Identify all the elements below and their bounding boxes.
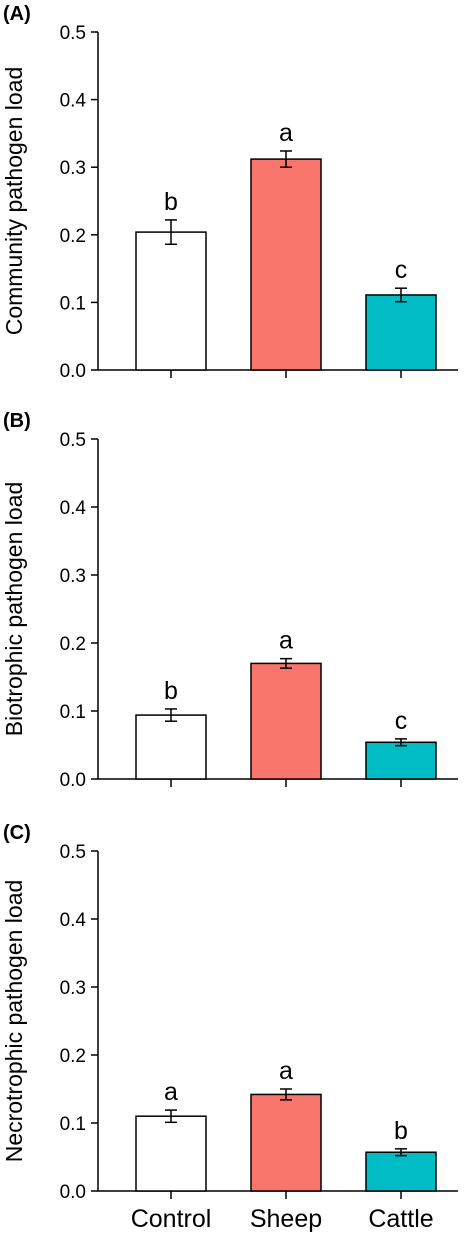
bar-control [135,231,207,371]
significance-letter: a [279,1057,293,1085]
bar-cattle [365,294,437,371]
y-tick-label: 0.4 [60,910,87,931]
significance-letter: a [279,119,293,147]
significance-letter: c [395,707,408,735]
significance-letter: b [164,677,178,705]
panel-label: (A) [3,3,31,25]
significance-letter: b [394,1117,408,1145]
y-tick-label: 0.0 [60,361,86,382]
category-label: Control [131,1205,212,1233]
y-tick-label: 0.2 [60,226,86,247]
panel-label: (B) [3,410,31,432]
bar-cattle [365,741,437,780]
y-tick-label: 0.5 [60,842,86,863]
y-tick-label: 0.3 [60,978,86,999]
bar-sheep [250,1093,322,1192]
y-tick-label: 0.1 [60,293,86,314]
y-axis-label: Community pathogen load [1,67,27,336]
y-tick-label: 0.3 [60,566,86,587]
bar-sheep [250,662,322,780]
category-label: Cattle [368,1205,433,1233]
significance-letter: a [279,627,293,655]
y-tick-label: 0.1 [60,702,86,723]
y-tick-label: 0.0 [60,770,86,791]
bar-control [135,1115,207,1192]
significance-letter: c [395,256,408,284]
bar-cattle [365,1151,437,1192]
y-tick-label: 0.4 [60,91,87,112]
panel-label: (C) [3,822,31,844]
y-axis-label: Biotrophic pathogen load [1,482,27,736]
category-label: Sheep [250,1205,322,1233]
y-tick-label: 0.3 [60,158,86,179]
y-tick-label: 0.0 [60,1182,86,1203]
y-tick-label: 0.4 [60,498,87,519]
bar-sheep [250,158,322,371]
y-tick-label: 0.5 [60,23,86,44]
bar-control [135,714,207,780]
significance-letter: a [164,1078,178,1106]
significance-letter: b [164,188,178,216]
y-tick-label: 0.2 [60,1046,86,1067]
y-tick-label: 0.2 [60,634,86,655]
y-axis-label: Necrotrophic pathogen load [1,880,27,1163]
y-tick-label: 0.5 [60,430,86,451]
y-tick-label: 0.1 [60,1114,86,1135]
